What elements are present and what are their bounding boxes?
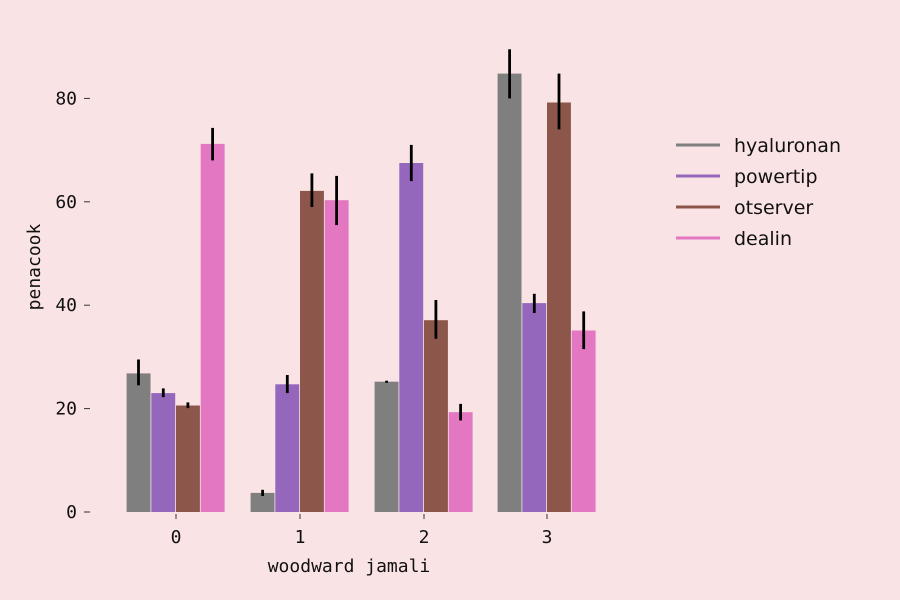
legend: hyaluronan powertip otserver dealin — [676, 135, 841, 250]
y-tick-label-60: 60 — [55, 192, 77, 213]
bar-powertip-2 — [399, 163, 424, 512]
bar-powertip-1 — [275, 384, 300, 512]
bar-otserver-0 — [176, 405, 200, 512]
bar-hyaluronan-3 — [497, 73, 522, 512]
bar-otserver-1 — [300, 190, 324, 512]
x-tick-label-1: 1 — [295, 527, 306, 548]
x-tick-label-2: 2 — [419, 527, 430, 548]
bar-dealin-3 — [571, 330, 596, 512]
y-tick-label-80: 80 — [55, 88, 77, 109]
x-axis-label: woodward jamali — [268, 556, 431, 577]
y-axis-label: penacook — [24, 223, 45, 310]
bar-powertip-3 — [522, 303, 547, 512]
y-tick-label-20: 20 — [55, 399, 77, 420]
legend-label-dealin: dealin — [734, 228, 792, 250]
y-tick-label-0: 0 — [66, 502, 77, 523]
legend-label-powertip: powertip — [734, 166, 818, 188]
x-tick-label-3: 3 — [542, 527, 553, 548]
y-axis: 0 20 40 60 80 — [55, 88, 90, 523]
bar-dealin-1 — [324, 200, 349, 512]
x-tick-label-0: 0 — [171, 527, 182, 548]
bar-otserver-3 — [547, 102, 571, 512]
bar-hyaluronan-1 — [250, 492, 275, 512]
bar-powertip-0 — [151, 393, 176, 512]
bar-otserver-2 — [424, 320, 448, 512]
error-bars-layer — [137, 49, 586, 496]
legend-label-otserver: otserver — [734, 197, 813, 219]
bar-dealin-0 — [200, 143, 225, 512]
bar-hyaluronan-0 — [126, 373, 151, 512]
bar-dealin-2 — [448, 412, 473, 512]
y-tick-label-40: 40 — [55, 295, 77, 316]
x-axis: 0 1 2 3 — [171, 514, 553, 548]
legend-label-hyaluronan: hyaluronan — [734, 135, 841, 157]
bars-layer — [126, 73, 596, 512]
bar-hyaluronan-2 — [374, 381, 399, 512]
